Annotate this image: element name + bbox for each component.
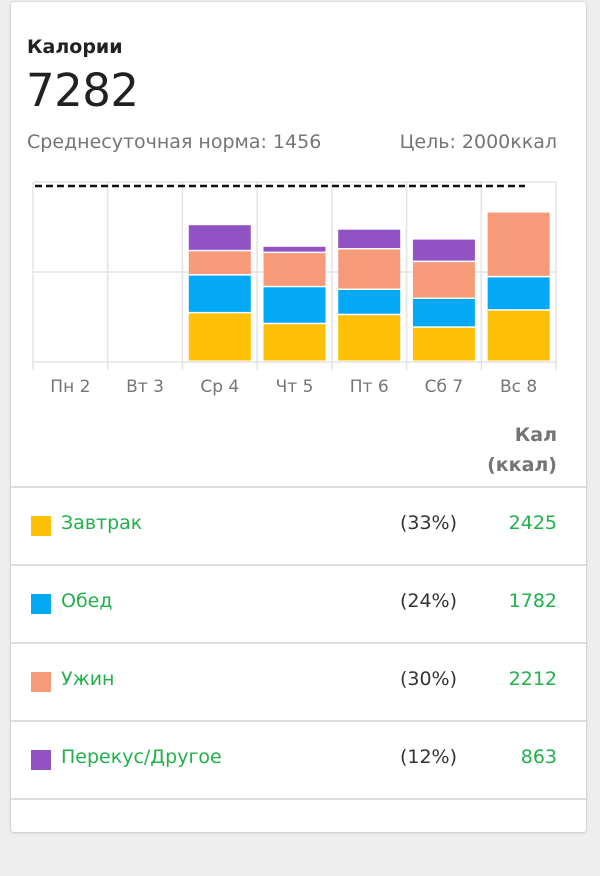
- x-tick-label: Чт 5: [276, 377, 314, 397]
- meal-label: Обед: [61, 590, 113, 612]
- meal-percent: (24%): [399, 590, 457, 612]
- bar-Перекус/Другое-Чт 5: [263, 246, 326, 252]
- meal-calories: 2212: [508, 668, 557, 690]
- meal-calories: 2425: [508, 512, 557, 534]
- bar-Обед-Сб 7: [412, 299, 475, 327]
- breakfast-color-swatch: [31, 516, 51, 536]
- meal-row-breakfast[interactable]: Завтрак (33%) 2425: [11, 486, 586, 564]
- x-tick-label: Сб 7: [425, 377, 464, 397]
- meal-percent: (30%): [399, 668, 457, 690]
- dinner-color-swatch: [31, 672, 51, 692]
- bar-Завтрак-Ср 4: [188, 313, 251, 361]
- bar-Ужин-Сб 7: [412, 262, 475, 298]
- bar-Перекус/Другое-Ср 4: [188, 225, 251, 250]
- calories-column-header: Кал (ккал): [487, 420, 557, 480]
- x-tick-label: Вт 3: [126, 377, 164, 397]
- lunch-color-swatch: [31, 594, 51, 614]
- calories-chart: Пн 2 Вт 3 Ср 4 Чт 5 Пт 6 Сб 7 Вс 8: [32, 181, 557, 397]
- meal-percent: (33%): [399, 512, 457, 534]
- meal-label: Завтрак: [61, 512, 143, 534]
- x-tick-label: Ср 4: [200, 377, 239, 397]
- bar-Обед-Ср 4: [188, 275, 251, 312]
- bar-Завтрак-Чт 5: [263, 324, 326, 361]
- calories-card: Калории 7282 Среднесуточная норма: 1456 …: [11, 2, 586, 832]
- daily-average: Среднесуточная норма: 1456: [27, 131, 322, 153]
- bar-Ужин-Ср 4: [188, 251, 251, 275]
- column-header-title: Кал: [514, 424, 557, 446]
- meal-calories: 863: [520, 746, 557, 768]
- meal-row-snack[interactable]: Перекус/Другое (12%) 863: [11, 720, 586, 798]
- total-calories: 7282: [26, 64, 139, 117]
- card-title: Калории: [27, 36, 123, 58]
- meal-percent: (12%): [399, 746, 457, 768]
- bar-Обед-Чт 5: [263, 287, 326, 323]
- column-header-unit: (ккал): [487, 454, 557, 476]
- bar-Завтрак-Сб 7: [412, 327, 475, 361]
- list-end-divider: [11, 798, 586, 876]
- meal-list: Завтрак (33%) 2425 Обед (24%) 1782 Ужин …: [11, 486, 586, 876]
- goal-label: Цель: 2000ккал: [399, 131, 557, 153]
- bar-Ужин-Вс 8: [487, 212, 550, 276]
- x-tick-label: Вс 8: [500, 377, 537, 397]
- x-tick-label: Пн 2: [50, 377, 90, 397]
- bar-Ужин-Пт 6: [338, 249, 401, 289]
- bar-Обед-Пт 6: [338, 290, 401, 314]
- snack-color-swatch: [31, 750, 51, 770]
- meal-label: Перекус/Другое: [61, 746, 222, 768]
- bar-Завтрак-Пт 6: [338, 315, 401, 361]
- bar-Обед-Вс 8: [487, 277, 550, 310]
- bar-Ужин-Чт 5: [263, 253, 326, 286]
- bar-Перекус/Другое-Пт 6: [338, 229, 401, 248]
- bar-Перекус/Другое-Сб 7: [412, 239, 475, 261]
- meal-label: Ужин: [61, 668, 115, 690]
- meal-calories: 1782: [508, 590, 557, 612]
- meal-row-dinner[interactable]: Ужин (30%) 2212: [11, 642, 586, 720]
- bar-Завтрак-Вс 8: [487, 310, 550, 361]
- x-tick-label: Пт 6: [350, 377, 389, 397]
- meal-row-lunch[interactable]: Обед (24%) 1782: [11, 564, 586, 642]
